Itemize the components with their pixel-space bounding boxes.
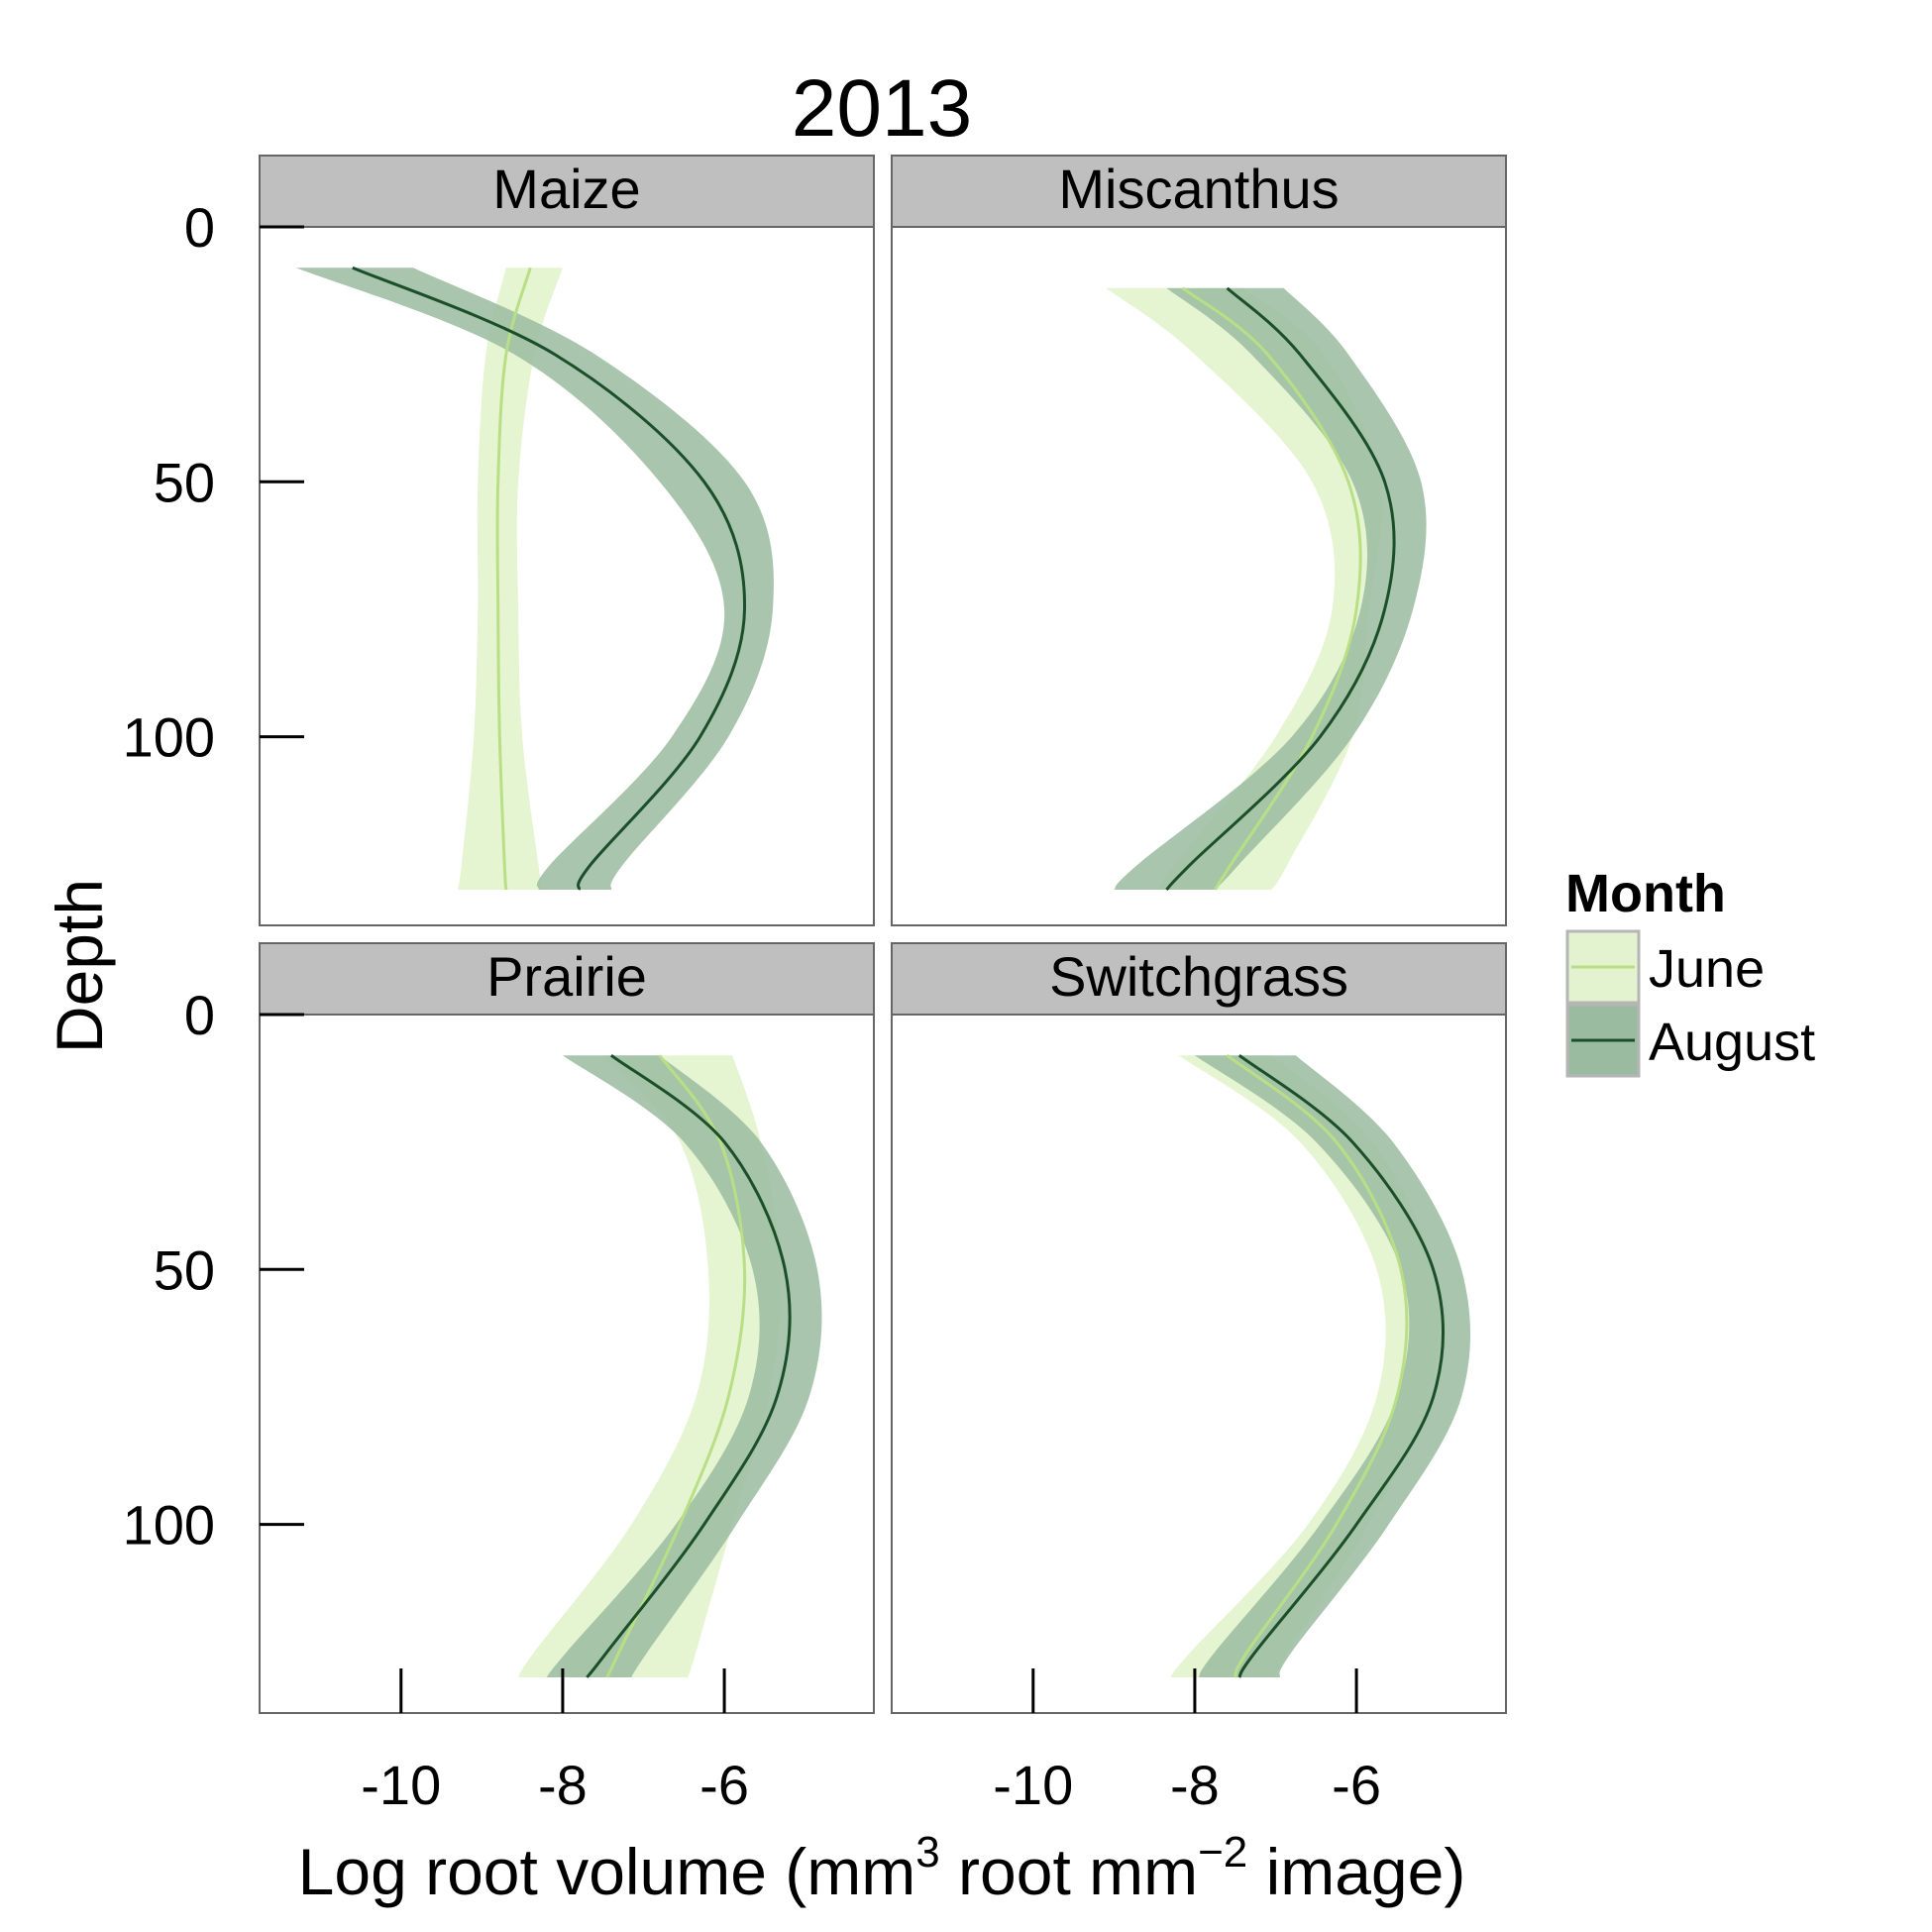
legend-item-june: June: [1565, 929, 1765, 1005]
plot-area-prairie: [518, 1054, 822, 1678]
band-maize-august: [295, 268, 774, 890]
panel-border-prairie: [259, 1014, 875, 1714]
line-switchgrass-august: [1237, 1054, 1446, 1678]
chart-title: 2013: [792, 63, 972, 154]
panel-maize: Maize 0 50 100: [123, 155, 875, 926]
x-axis-title-mid: root mm: [940, 1835, 1198, 1908]
y-tick-label-maize-0: 0: [184, 196, 215, 259]
x-tick-label-switchgrass--8: -8: [1170, 1754, 1220, 1816]
x-axis-title-end: image): [1247, 1835, 1465, 1908]
legend: Month June August: [1565, 864, 1815, 1078]
strip-label-prairie: Prairie: [486, 945, 647, 1008]
y-tick-label-prairie-50: 50: [154, 1238, 215, 1301]
band-miscanthus-august: [1114, 287, 1427, 890]
x-axis-title-sup-3: 3: [915, 1828, 939, 1877]
x-axis-title: Log root volume (mm3 root mm−2 image): [298, 1828, 1466, 1908]
legend-label-august: August: [1649, 1013, 1815, 1072]
line-switchgrass-june: [1226, 1054, 1409, 1678]
line-miscanthus-june: [1181, 286, 1362, 891]
band-maize-june: [457, 268, 563, 890]
x-axis-title-base: Log root volume (mm: [298, 1835, 916, 1908]
line-prairie-june: [605, 1054, 747, 1678]
panel-miscanthus: Miscanthus: [891, 155, 1507, 926]
panel-border-switchgrass: [891, 1014, 1507, 1714]
line-maize-june: [495, 267, 532, 891]
strip-label-miscanthus: Miscanthus: [1058, 158, 1339, 220]
x-axis-title-sup-minus2: −2: [1198, 1828, 1247, 1877]
svg-text:Log root volume (mm3 root mm−2: Log root volume (mm3 root mm−2 image): [298, 1828, 1466, 1908]
band-prairie-august: [546, 1055, 822, 1677]
y-tick-label-maize-50: 50: [154, 451, 215, 513]
facet-panels: Maize 0 50 100 Miscanthus Prairie 0 50 100 -10 -8 -…: [123, 155, 1507, 1816]
y-tick-label-maize-100: 100: [123, 706, 215, 769]
panel-background-maize: [260, 227, 874, 925]
strip-maize: [259, 155, 875, 228]
strip-miscanthus: [891, 155, 1507, 228]
line-prairie-august: [586, 1054, 792, 1678]
panel-border-maize: [259, 226, 875, 926]
y-tick-label-prairie-0: 0: [184, 984, 215, 1046]
strip-prairie: [259, 942, 875, 1016]
x-tick-label-switchgrass--10: -10: [993, 1754, 1073, 1816]
x-tick-label-prairie--10: -10: [361, 1754, 441, 1816]
y-axis-title: Depth: [43, 879, 116, 1053]
line-maize-august: [352, 266, 747, 891]
panel-border-miscanthus: [891, 226, 1507, 926]
strip-label-maize: Maize: [492, 158, 640, 220]
legend-label-june: June: [1649, 939, 1765, 999]
legend-title: Month: [1565, 864, 1726, 923]
plot-area-maize: [295, 266, 774, 891]
plot-area-miscanthus: [1106, 286, 1427, 892]
y-tick-label-prairie-100: 100: [123, 1494, 215, 1556]
x-tick-label-prairie--8: -8: [538, 1754, 588, 1816]
panel-switchgrass: Switchgrass -10 -8 -6: [891, 942, 1507, 1816]
x-tick-label-prairie--6: -6: [699, 1754, 749, 1816]
legend-items: June August: [1565, 929, 1815, 1078]
plot-area-switchgrass: [1170, 1054, 1471, 1678]
legend-item-august: August: [1565, 1003, 1815, 1078]
band-switchgrass-august: [1194, 1055, 1471, 1677]
line-miscanthus-august: [1165, 286, 1396, 892]
x-tick-label-switchgrass--6: -6: [1332, 1754, 1381, 1816]
panel-prairie: Prairie 0 50 100 -10 -8 -6: [123, 942, 875, 1816]
strip-label-switchgrass: Switchgrass: [1049, 945, 1348, 1008]
